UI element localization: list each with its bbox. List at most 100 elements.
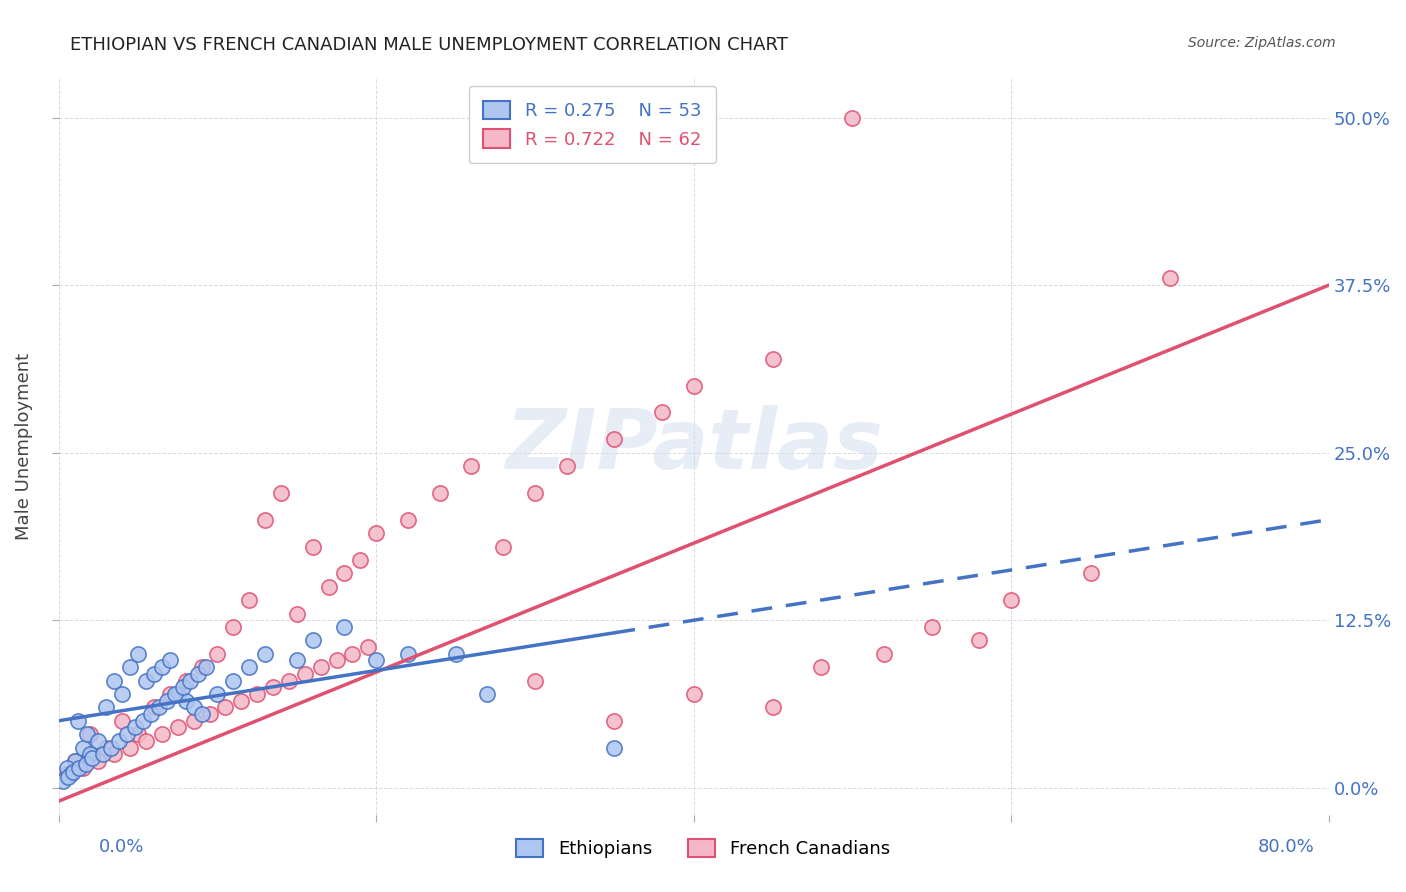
Point [396, 513, 419, 527]
Point [523, 673, 546, 688]
Point [1159, 271, 1181, 285]
Point [366, 653, 388, 667]
Text: 80.0%: 80.0% [1258, 838, 1315, 855]
Point [60, 767, 83, 781]
Text: ETHIOPIAN VS FRENCH CANADIAN MALE UNEMPLOYMENT CORRELATION CHART: ETHIOPIAN VS FRENCH CANADIAN MALE UNEMPL… [70, 36, 789, 54]
Point [325, 653, 347, 667]
Point [103, 747, 125, 762]
Point [444, 647, 467, 661]
Point [285, 607, 308, 621]
Point [207, 687, 229, 701]
Point [174, 673, 197, 688]
Point [135, 673, 157, 688]
Point [190, 660, 212, 674]
Point [72, 761, 94, 775]
Point [135, 734, 157, 748]
Point [150, 727, 173, 741]
Point [96, 740, 118, 755]
Point [87, 754, 110, 768]
Point [132, 714, 155, 728]
Text: 0.0%: 0.0% [98, 838, 143, 855]
Text: Source: ZipAtlas.com: Source: ZipAtlas.com [1188, 36, 1336, 50]
Point [80, 751, 103, 765]
Point [254, 647, 277, 661]
Point [72, 740, 94, 755]
Point [79, 747, 101, 762]
Point [969, 633, 991, 648]
Point [254, 513, 277, 527]
Y-axis label: Male Unemployment: Male Unemployment [15, 352, 32, 540]
Point [603, 432, 626, 446]
Point [366, 526, 388, 541]
Point [139, 706, 162, 721]
Point [810, 660, 832, 674]
Point [682, 378, 704, 392]
Point [396, 647, 419, 661]
Point [190, 706, 212, 721]
Point [555, 459, 578, 474]
Point [120, 660, 142, 674]
Point [91, 747, 114, 762]
Point [318, 580, 340, 594]
Point [333, 620, 356, 634]
Text: ZIPatlas: ZIPatlas [505, 406, 883, 486]
Point [921, 620, 943, 634]
Point [603, 740, 626, 755]
Point [873, 647, 896, 661]
Point [342, 647, 364, 661]
Point [142, 666, 165, 681]
Point [1000, 593, 1022, 607]
Point [762, 700, 785, 714]
Point [87, 734, 110, 748]
Point [63, 754, 86, 768]
Point [52, 774, 75, 789]
Point [198, 706, 221, 721]
Point [460, 459, 482, 474]
Point [163, 687, 186, 701]
Legend: R = 0.275    N = 53, R = 0.722    N = 62: R = 0.275 N = 53, R = 0.722 N = 62 [468, 87, 716, 163]
Point [174, 693, 197, 707]
Point [156, 693, 179, 707]
Point [124, 721, 146, 735]
Point [357, 640, 380, 654]
Point [166, 721, 188, 735]
Point [115, 727, 138, 741]
Point [270, 486, 292, 500]
Point [172, 680, 194, 694]
Point [150, 660, 173, 674]
Point [231, 693, 253, 707]
Point [120, 740, 142, 755]
Point [682, 687, 704, 701]
Point [222, 620, 245, 634]
Point [238, 660, 260, 674]
Point [762, 351, 785, 366]
Point [277, 673, 299, 688]
Point [62, 764, 84, 779]
Point [183, 700, 205, 714]
Point [103, 673, 125, 688]
Point [349, 553, 371, 567]
Legend: Ethiopians, French Canadians: Ethiopians, French Canadians [509, 831, 897, 865]
Point [127, 647, 149, 661]
Point [523, 486, 546, 500]
Point [66, 714, 89, 728]
Point [222, 673, 245, 688]
Point [76, 727, 98, 741]
Point [79, 727, 101, 741]
Point [651, 405, 673, 419]
Point [477, 687, 499, 701]
Point [1080, 566, 1102, 581]
Point [55, 761, 77, 775]
Point [63, 754, 86, 768]
Point [333, 566, 356, 581]
Point [238, 593, 260, 607]
Point [179, 673, 201, 688]
Point [67, 761, 90, 775]
Point [195, 660, 218, 674]
Point [214, 700, 236, 714]
Point [301, 633, 323, 648]
Point [841, 111, 863, 125]
Point [96, 700, 118, 714]
Point [262, 680, 284, 694]
Point [166, 687, 188, 701]
